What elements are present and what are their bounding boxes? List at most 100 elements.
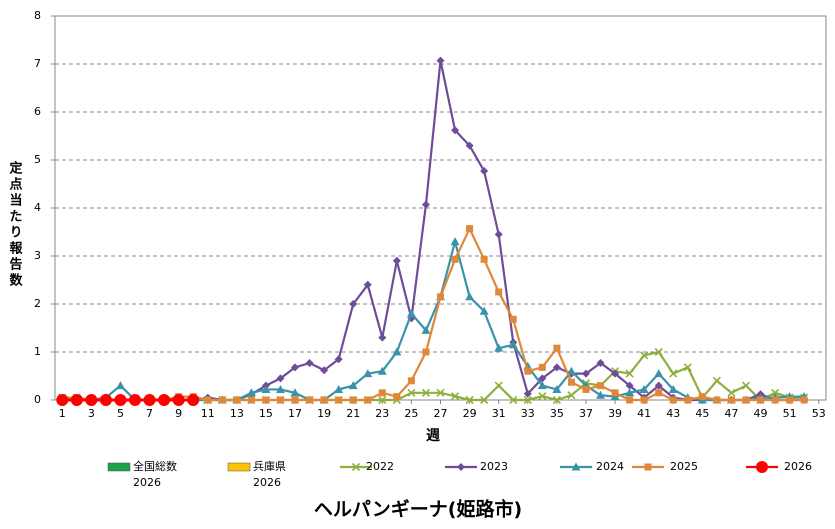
legend-swatch: [227, 462, 251, 472]
marker: [712, 376, 721, 385]
marker: [114, 394, 127, 406]
x-tick-label: 23: [375, 407, 389, 420]
marker: [422, 348, 430, 356]
marker: [457, 463, 465, 471]
marker: [771, 388, 780, 397]
marker: [56, 394, 69, 406]
marker: [276, 374, 285, 383]
x-tick-label: 1: [59, 407, 66, 420]
legend-label: 2024: [596, 460, 624, 473]
marker: [582, 385, 590, 393]
marker: [276, 396, 284, 404]
marker: [581, 369, 590, 378]
marker: [290, 388, 300, 397]
marker: [351, 462, 361, 472]
marker: [698, 393, 706, 401]
marker: [378, 395, 387, 405]
marker: [247, 396, 255, 404]
marker: [553, 344, 561, 352]
marker: [436, 388, 445, 397]
marker: [567, 378, 575, 386]
marker: [421, 200, 430, 209]
legend-label: 2023: [480, 460, 508, 473]
marker: [129, 394, 142, 406]
marker: [465, 292, 475, 301]
marker: [70, 394, 83, 406]
marker: [654, 347, 663, 357]
marker: [99, 394, 112, 406]
y-tick-label: 1: [34, 345, 41, 358]
marker: [625, 369, 634, 378]
marker: [172, 394, 185, 406]
legend-label: 全国総数 2026: [133, 460, 177, 489]
marker: [597, 382, 605, 390]
x-tick-label: 37: [579, 407, 593, 420]
y-tick-label: 8: [34, 9, 41, 22]
marker: [437, 293, 444, 301]
x-tick-label: 43: [666, 407, 680, 420]
x-tick-label: 7: [146, 407, 153, 420]
marker: [407, 377, 415, 385]
x-tick-label: 29: [463, 407, 477, 420]
marker: [421, 388, 431, 397]
marker: [552, 384, 562, 393]
x-tick-label: 39: [608, 407, 622, 420]
marker: [334, 384, 344, 393]
marker: [509, 395, 518, 405]
y-tick-label: 7: [34, 57, 41, 70]
marker: [275, 384, 285, 393]
marker: [494, 230, 503, 239]
marker: [320, 366, 329, 375]
marker: [611, 389, 619, 397]
x-tick-label: 45: [695, 407, 709, 420]
marker: [363, 369, 373, 378]
marker: [786, 396, 794, 404]
x-tick-label: 31: [492, 407, 506, 420]
legend-label: 兵庫県 2026: [253, 460, 286, 489]
marker: [305, 359, 314, 368]
marker: [204, 396, 212, 404]
marker: [392, 256, 401, 265]
y-tick-label: 3: [34, 249, 41, 262]
marker: [625, 381, 634, 390]
marker: [451, 255, 459, 263]
marker: [378, 333, 387, 342]
marker: [218, 396, 226, 404]
marker: [421, 325, 431, 334]
y-tick-label: 0: [34, 393, 41, 406]
marker: [335, 396, 343, 404]
x-tick-label: 51: [783, 407, 797, 420]
marker: [407, 388, 416, 397]
marker: [479, 306, 489, 315]
x-tick-label: 3: [88, 407, 95, 420]
marker: [727, 396, 735, 404]
marker: [596, 359, 605, 368]
x-tick-label: 13: [230, 407, 244, 420]
marker: [378, 389, 386, 397]
marker: [655, 389, 663, 397]
x-tick-label: 47: [724, 407, 738, 420]
marker: [669, 369, 678, 378]
marker: [509, 315, 517, 323]
marker: [233, 396, 241, 404]
legend-label: 2022: [366, 460, 394, 473]
marker: [262, 396, 270, 404]
marker: [377, 366, 387, 375]
marker: [495, 288, 503, 296]
marker: [363, 280, 372, 289]
marker: [436, 56, 445, 65]
marker: [567, 391, 576, 400]
marker: [596, 390, 606, 399]
marker: [742, 396, 750, 404]
series-line: [62, 226, 805, 402]
marker: [537, 381, 547, 390]
marker: [639, 384, 649, 393]
marker: [494, 381, 503, 390]
legend-label: 2025: [670, 460, 698, 473]
marker: [625, 388, 635, 397]
marker: [538, 392, 547, 401]
marker: [508, 340, 518, 349]
marker: [523, 389, 532, 398]
series-line: [62, 350, 805, 402]
